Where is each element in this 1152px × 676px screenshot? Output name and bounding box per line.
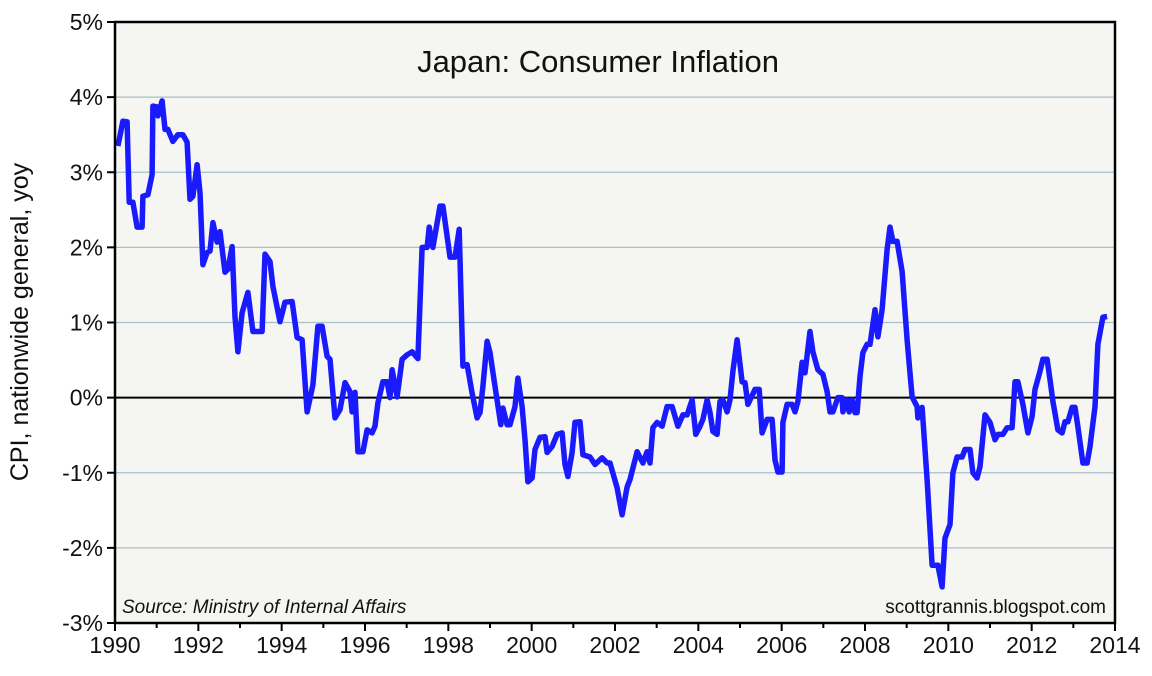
series-line-cpi xyxy=(115,98,1108,590)
y-tick-label: 5% xyxy=(70,9,103,35)
y-tick-label: 2% xyxy=(70,234,103,260)
x-tick-label: 2008 xyxy=(839,632,890,658)
y-tick-label: -3% xyxy=(62,610,103,636)
x-tick-label: 2012 xyxy=(1006,632,1057,658)
y-tick-label: 0% xyxy=(70,385,103,411)
x-tick-label: 1990 xyxy=(89,632,140,658)
x-tick-label: 1994 xyxy=(256,632,307,658)
y-tick-label: -2% xyxy=(62,535,103,561)
y-tick-label: -1% xyxy=(62,460,103,486)
chart-title: Japan: Consumer Inflation xyxy=(417,44,779,79)
x-tick-label: 1996 xyxy=(339,632,390,658)
x-tick-label: 2000 xyxy=(506,632,557,658)
y-axis-label: CPI, nationwide general, yoy xyxy=(6,162,34,481)
y-tick-label: 4% xyxy=(70,84,103,110)
x-tick-label: 1998 xyxy=(423,632,474,658)
x-tick-label: 2002 xyxy=(589,632,640,658)
y-tick-label: 3% xyxy=(70,159,103,185)
source-note: Source: Ministry of Internal Affairs xyxy=(122,597,407,618)
x-tick-label: 2006 xyxy=(756,632,807,658)
plot-frame xyxy=(113,20,1117,625)
x-tick-label: 1992 xyxy=(173,632,224,658)
x-tick-label: 2014 xyxy=(1089,632,1140,658)
x-tick-label: 2010 xyxy=(923,632,974,658)
x-tick-label: 2004 xyxy=(673,632,724,658)
y-tick-label: 1% xyxy=(70,310,103,336)
watermark: scottgrannis.blogspot.com xyxy=(885,597,1106,618)
